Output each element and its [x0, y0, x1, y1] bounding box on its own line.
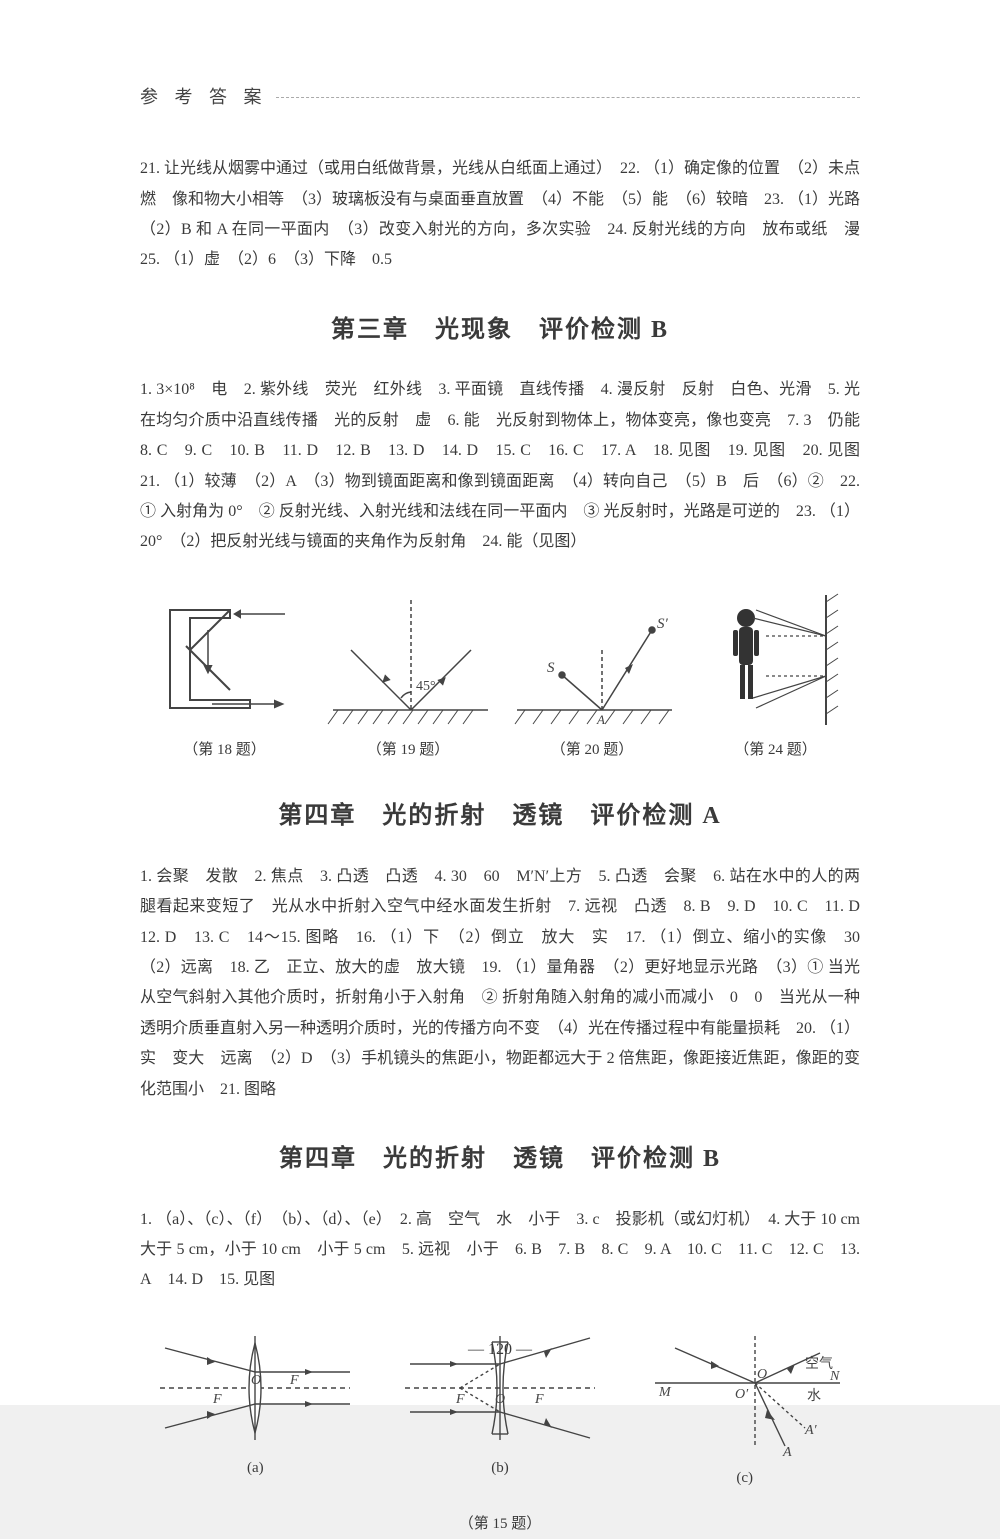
svg-text:M: M	[658, 1385, 672, 1400]
header-row: 参 考 答 案	[140, 80, 860, 114]
svg-text:O′: O′	[735, 1387, 749, 1402]
chapter4b-answers: 1. （a）、（c）、（f） （b）、（d）、（e） 2. 高 空气 水 小于 …	[140, 1205, 860, 1296]
svg-text:A: A	[782, 1445, 792, 1458]
svg-text:F: F	[534, 1392, 544, 1407]
caption-20: （第 20 题）	[507, 736, 677, 765]
svg-text:F: F	[455, 1392, 465, 1407]
diagram-18-svg	[160, 590, 290, 730]
svg-text:S′: S′	[657, 616, 669, 632]
caption-18: （第 18 题）	[140, 736, 309, 765]
subcap-a: (a)	[140, 1454, 371, 1483]
diagram-24-svg	[706, 590, 846, 730]
header-rule	[276, 97, 861, 98]
svg-text:O: O	[757, 1367, 767, 1382]
diagram-24: （第 24 题）	[691, 590, 860, 765]
diagram-20-svg: S S′ A	[507, 590, 677, 730]
diagram-19: 45° （第 19 题）	[323, 590, 493, 765]
caption-24: （第 24 题）	[691, 736, 860, 765]
page-number: — 120 —	[0, 1335, 1000, 1365]
chapter3b-text: 1. 3×10⁸ 电 2. 紫外线 荧光 红外线 3. 平面镜 直线传播 4. …	[140, 381, 876, 550]
svg-text:F: F	[289, 1373, 299, 1388]
svg-text:O: O	[495, 1392, 505, 1407]
chapter4a-text: 1. 会聚 发散 2. 焦点 3. 凸透 凸透 4. 30 60 M′N′上方 …	[140, 868, 876, 1098]
svg-text:A: A	[596, 712, 605, 727]
svg-text:S: S	[547, 660, 555, 676]
header-title: 参 考 答 案	[140, 80, 268, 114]
svg-text:F: F	[212, 1392, 222, 1407]
svg-text:O: O	[251, 1373, 261, 1388]
chapter4a-title: 第四章 光的折射 透镜 评价检测 A	[140, 794, 860, 840]
svg-text:A′: A′	[804, 1423, 818, 1438]
chapter3b-title: 第三章 光现象 评价检测 B	[140, 308, 860, 354]
diagram-19-svg: 45°	[323, 590, 493, 730]
subcap-b: (b)	[385, 1454, 616, 1483]
answers-continued: 21. 让光线从烟雾中通过（或用白纸做背景，光线从白纸面上通过） 22. （1）…	[140, 154, 860, 276]
diagram-20: S S′ A （第 20 题）	[507, 590, 677, 765]
subcap-c: (c)	[629, 1464, 860, 1493]
svg-text:水: 水	[807, 1388, 821, 1404]
caption-19: （第 19 题）	[323, 736, 493, 765]
chapter4b-title: 第四章 光的折射 透镜 评价检测 B	[140, 1137, 860, 1183]
row2-caption: （第 15 题）	[140, 1510, 860, 1539]
chapter3b-answers: 1. 3×10⁸ 电 2. 紫外线 荧光 红外线 3. 平面镜 直线传播 4. …	[140, 375, 860, 557]
chapter4b-text: 1. （a）、（c）、（f） （b）、（d）、（e） 2. 高 空气 水 小于 …	[140, 1211, 876, 1289]
diagram-row-1: （第 18 题） 45° （第 19 题）	[140, 590, 860, 765]
diagram-18: （第 18 题）	[140, 590, 309, 765]
angle-45: 45°	[416, 679, 436, 694]
page-container: 参 考 答 案 21. 让光线从烟雾中通过（或用白纸做背景，光线从白纸面上通过）…	[0, 0, 1000, 1405]
chapter4a-answers: 1. 会聚 发散 2. 焦点 3. 凸透 凸透 4. 30 60 M′N′上方 …	[140, 862, 860, 1105]
answers-continued-text: 21. 让光线从烟雾中通过（或用白纸做背景，光线从白纸面上通过） 22. （1）…	[140, 160, 876, 268]
